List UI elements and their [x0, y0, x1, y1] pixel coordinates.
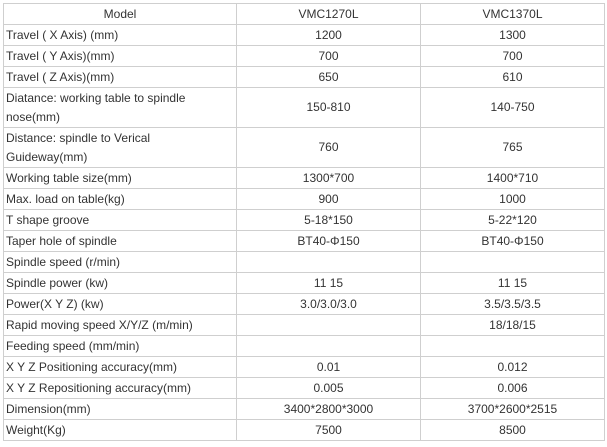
table-row: Spindle power (kw) 11 15 11 15 — [3, 272, 605, 294]
table-row: Travel ( Y Axis)(mm) 700 700 — [3, 45, 605, 67]
spec-label-cell: Feeding speed (mm/min) — [3, 335, 237, 357]
spec-value-a-cell: 650 — [236, 66, 421, 88]
spec-value-a-cell: 3400*2800*3000 — [236, 398, 421, 420]
spec-label-cell: T shape groove — [3, 209, 237, 231]
spec-value-a-cell — [236, 251, 421, 273]
spec-value-a-cell: BT40-Φ150 — [236, 230, 421, 252]
spec-value-b-cell: 1000 — [420, 188, 605, 210]
spec-label-cell: Max. load on table(kg) — [3, 188, 237, 210]
spec-value-a-cell: 1300*700 — [236, 167, 421, 189]
spec-label-cell: Weight(Kg) — [3, 419, 237, 441]
header-model-b-cell: VMC1370L — [420, 3, 605, 25]
spec-label-cell: Travel ( X Axis) (mm) — [3, 24, 237, 46]
spec-value-b-cell: 5-22*120 — [420, 209, 605, 231]
table-row: Diatance: working table to spindle nose(… — [3, 87, 605, 128]
spec-label-cell: Working table size(mm) — [3, 167, 237, 189]
spec-value-a-cell: 1200 — [236, 24, 421, 46]
spec-value-b-cell: 0.006 — [420, 377, 605, 399]
table-row: X Y Z Positioning accuracy(mm) 0.01 0.01… — [3, 356, 605, 378]
table-row: Working table size(mm) 1300*700 1400*710 — [3, 167, 605, 189]
spec-value-b-cell: 3.5/3.5/3.5 — [420, 293, 605, 315]
spec-value-b-cell: 8500 — [420, 419, 605, 441]
spec-value-b-cell: 1400*710 — [420, 167, 605, 189]
table-row: Rapid moving speed X/Y/Z (m/min) 18/18/1… — [3, 314, 605, 336]
spec-value-b-cell: 700 — [420, 45, 605, 67]
table-row: X Y Z Repositioning accuracy(mm) 0.005 0… — [3, 377, 605, 399]
spec-value-b-cell — [420, 335, 605, 357]
spec-value-a-cell: 760 — [236, 127, 421, 168]
spec-value-a-cell — [236, 314, 421, 336]
table-row: Distance: spindle to Verical Guideway(mm… — [3, 127, 605, 168]
spec-value-b-cell: 765 — [420, 127, 605, 168]
spec-label-cell: Taper hole of spindle — [3, 230, 237, 252]
table-row: Dimension(mm) 3400*2800*3000 3700*2600*2… — [3, 398, 605, 420]
header-label-cell: Model — [3, 3, 237, 25]
spec-value-a-cell: 0.005 — [236, 377, 421, 399]
spec-value-b-cell: 11 15 — [420, 272, 605, 294]
spec-label-cell: Dimension(mm) — [3, 398, 237, 420]
spec-value-a-cell: 0.01 — [236, 356, 421, 378]
spec-label-cell: Distance: spindle to Verical Guideway(mm… — [3, 127, 237, 168]
table-row: Spindle speed (r/min) — [3, 251, 605, 273]
table-row: Max. load on table(kg) 900 1000 — [3, 188, 605, 210]
spec-value-a-cell: 5-18*150 — [236, 209, 421, 231]
header-model-a-cell: VMC1270L — [236, 3, 421, 25]
table-row: Travel ( Z Axis)(mm) 650 610 — [3, 66, 605, 88]
spec-value-a-cell: 11 15 — [236, 272, 421, 294]
spec-value-b-cell: BT40-Φ150 — [420, 230, 605, 252]
table-row: Taper hole of spindle BT40-Φ150 BT40-Φ15… — [3, 230, 605, 252]
spec-table: Model VMC1270L VMC1370L Travel ( X Axis)… — [3, 3, 605, 441]
spec-value-b-cell — [420, 251, 605, 273]
spec-label-cell: Spindle power (kw) — [3, 272, 237, 294]
spec-label-cell: Rapid moving speed X/Y/Z (m/min) — [3, 314, 237, 336]
spec-value-a-cell: 150-810 — [236, 87, 421, 128]
spec-label-cell: X Y Z Positioning accuracy(mm) — [3, 356, 237, 378]
spec-label-cell: X Y Z Repositioning accuracy(mm) — [3, 377, 237, 399]
spec-value-a-cell — [236, 335, 421, 357]
spec-value-b-cell: 18/18/15 — [420, 314, 605, 336]
spec-table-container: Model VMC1270L VMC1370L Travel ( X Axis)… — [3, 3, 605, 441]
spec-value-b-cell: 1300 — [420, 24, 605, 46]
spec-label-cell: Travel ( Y Axis)(mm) — [3, 45, 237, 67]
spec-value-a-cell: 700 — [236, 45, 421, 67]
spec-label-cell: Spindle speed (r/min) — [3, 251, 237, 273]
table-row: Travel ( X Axis) (mm) 1200 1300 — [3, 24, 605, 46]
spec-value-a-cell: 900 — [236, 188, 421, 210]
header-row: Model VMC1270L VMC1370L — [3, 3, 605, 25]
spec-value-b-cell: 3700*2600*2515 — [420, 398, 605, 420]
spec-value-b-cell: 0.012 — [420, 356, 605, 378]
spec-value-b-cell: 610 — [420, 66, 605, 88]
spec-label-cell: Travel ( Z Axis)(mm) — [3, 66, 237, 88]
spec-value-a-cell: 3.0/3.0/3.0 — [236, 293, 421, 315]
table-row: T shape groove 5-18*150 5-22*120 — [3, 209, 605, 231]
spec-value-b-cell: 140-750 — [420, 87, 605, 128]
spec-label-cell: Diatance: working table to spindle nose(… — [3, 87, 237, 128]
table-row: Weight(Kg) 7500 8500 — [3, 419, 605, 441]
table-row: Feeding speed (mm/min) — [3, 335, 605, 357]
spec-label-cell: Power(X Y Z) (kw) — [3, 293, 237, 315]
table-row: Power(X Y Z) (kw) 3.0/3.0/3.0 3.5/3.5/3.… — [3, 293, 605, 315]
spec-value-a-cell: 7500 — [236, 419, 421, 441]
